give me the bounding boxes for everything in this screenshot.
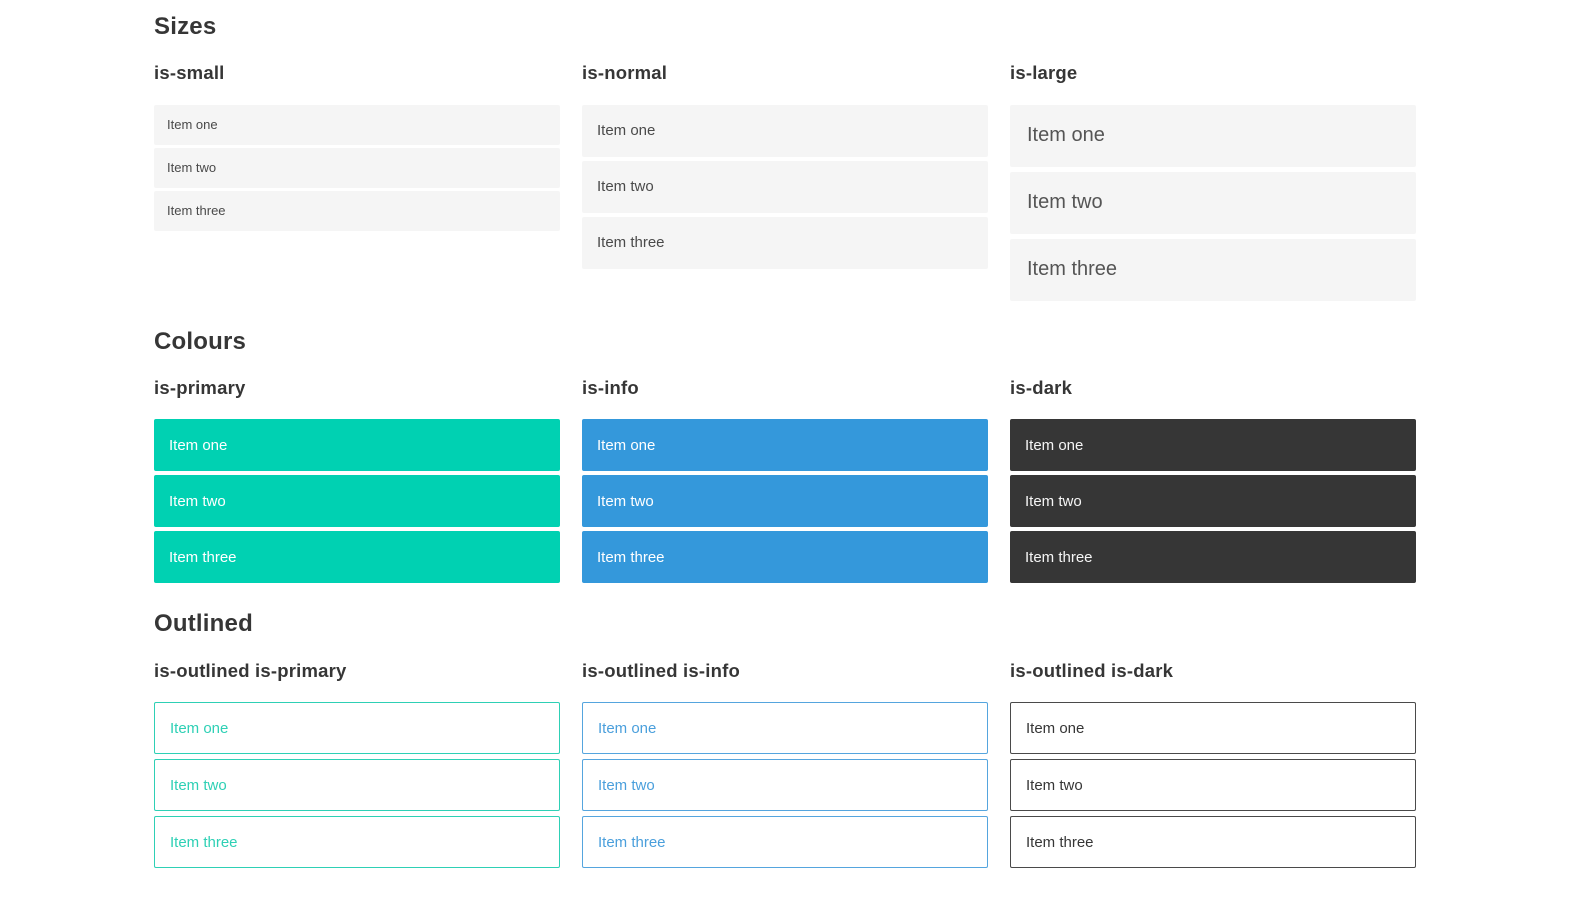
group-label-is-small: is-small bbox=[154, 62, 225, 84]
list-item[interactable]: Item two bbox=[1010, 759, 1416, 812]
group-is-info: is-info Item one Item two Item three bbox=[582, 355, 988, 584]
group-label-is-normal: is-normal bbox=[582, 62, 668, 84]
group-label-is-outlined-is-dark: is-outlined is-dark bbox=[1010, 659, 1174, 681]
list-item[interactable]: Item two bbox=[154, 147, 560, 188]
list-item[interactable]: Item three bbox=[1010, 531, 1416, 584]
group-label-is-large: is-large bbox=[1010, 62, 1078, 84]
colours-columns: is-primary Item one Item two Item three … bbox=[154, 355, 1441, 584]
list-is-dark: Item one Item two Item three bbox=[1010, 419, 1416, 584]
list-item[interactable]: Item two bbox=[154, 759, 560, 812]
list-is-small: Item one Item two Item three bbox=[154, 104, 560, 231]
list-is-large: Item one Item two Item three bbox=[1010, 104, 1416, 301]
list-is-primary: Item one Item two Item three bbox=[154, 419, 560, 584]
list-item[interactable]: Item two bbox=[1010, 171, 1416, 234]
list-item[interactable]: Item one bbox=[582, 702, 988, 755]
group-label-is-dark: is-dark bbox=[1010, 377, 1073, 399]
list-item[interactable]: Item three bbox=[1010, 816, 1416, 869]
group-label-is-outlined-is-info: is-outlined is-info bbox=[582, 659, 740, 681]
sizes-section: Sizes is-small Item one Item two Item th… bbox=[154, 13, 1441, 301]
outlined-columns: is-outlined is-primary Item one Item two… bbox=[154, 638, 1441, 869]
group-is-primary: is-primary Item one Item two Item three bbox=[154, 355, 560, 584]
list-item[interactable]: Item one bbox=[154, 419, 560, 472]
section-title-outlined: Outlined bbox=[154, 610, 253, 638]
group-label-is-primary: is-primary bbox=[154, 377, 246, 399]
list-is-normal: Item one Item two Item three bbox=[582, 104, 988, 269]
list-item[interactable]: Item three bbox=[154, 816, 560, 869]
group-is-small: is-small Item one Item two Item three bbox=[154, 40, 560, 231]
sizes-columns: is-small Item one Item two Item three is… bbox=[154, 40, 1441, 301]
list-item[interactable]: Item one bbox=[582, 104, 988, 157]
group-label-is-outlined-is-primary: is-outlined is-primary bbox=[154, 659, 347, 681]
list-item[interactable]: Item one bbox=[1010, 104, 1416, 167]
section-title-sizes: Sizes bbox=[154, 13, 217, 40]
colours-section: Colours is-primary Item one Item two Ite… bbox=[154, 327, 1441, 584]
list-item[interactable]: Item two bbox=[154, 475, 560, 528]
list-item[interactable]: Item three bbox=[154, 531, 560, 584]
list-item[interactable]: Item three bbox=[582, 531, 988, 584]
list-item[interactable]: Item two bbox=[1010, 475, 1416, 528]
list-item[interactable]: Item two bbox=[582, 759, 988, 812]
list-item[interactable]: Item two bbox=[582, 160, 988, 213]
list-is-info: Item one Item two Item three bbox=[582, 419, 988, 584]
outlined-section: Outlined is-outlined is-primary Item one… bbox=[154, 610, 1441, 869]
group-is-outlined-is-primary: is-outlined is-primary Item one Item two… bbox=[154, 638, 560, 869]
list-is-outlined-is-primary: Item one Item two Item three bbox=[154, 702, 560, 869]
group-is-outlined-is-info: is-outlined is-info Item one Item two It… bbox=[582, 638, 988, 869]
list-is-outlined-is-dark: Item one Item two Item three bbox=[1010, 702, 1416, 869]
group-is-large: is-large Item one Item two Item three bbox=[1010, 40, 1416, 301]
list-item[interactable]: Item one bbox=[1010, 702, 1416, 755]
group-is-normal: is-normal Item one Item two Item three bbox=[582, 40, 988, 269]
group-is-dark: is-dark Item one Item two Item three bbox=[1010, 355, 1416, 584]
list-item[interactable]: Item three bbox=[582, 216, 988, 269]
list-item[interactable]: Item one bbox=[582, 419, 988, 472]
list-item[interactable]: Item one bbox=[154, 104, 560, 145]
group-label-is-info: is-info bbox=[582, 377, 639, 399]
list-item[interactable]: Item one bbox=[154, 702, 560, 755]
group-is-outlined-is-dark: is-outlined is-dark Item one Item two It… bbox=[1010, 638, 1416, 869]
list-is-outlined-is-info: Item one Item two Item three bbox=[582, 702, 988, 869]
list-item[interactable]: Item three bbox=[1010, 238, 1416, 301]
list-item[interactable]: Item three bbox=[154, 190, 560, 231]
section-title-colours: Colours bbox=[154, 327, 247, 355]
list-item[interactable]: Item two bbox=[582, 475, 988, 528]
list-item[interactable]: Item one bbox=[1010, 419, 1416, 472]
list-item[interactable]: Item three bbox=[582, 816, 988, 869]
